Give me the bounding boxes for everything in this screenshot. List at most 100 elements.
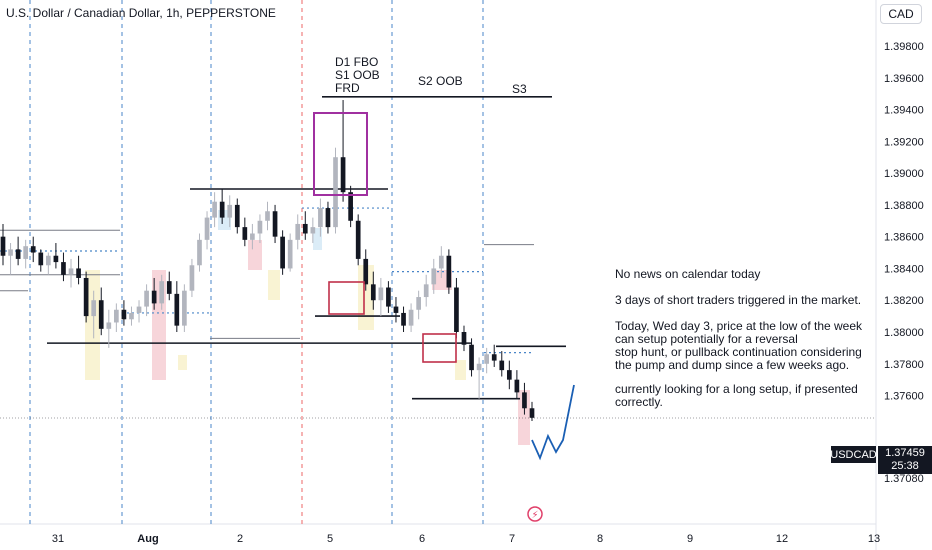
price-tick-label: 1.37080 [884,473,924,485]
candle-body [484,354,489,364]
candle-body [250,233,255,240]
last-price-tag: 1.37459 25:38 [878,446,932,474]
projection-path [531,384,575,461]
candle-body [302,223,308,234]
candle-body [46,255,51,266]
candle-body [15,249,21,259]
session-highlight [248,240,262,270]
price-tick-label: 1.39000 [884,168,924,180]
candle-body [522,392,527,409]
note-today: Today, Wed day 3, price at the low of th… [615,319,863,372]
candle-body [151,290,157,304]
candle-body [506,370,512,380]
lightning-icon: ⚡ [531,510,538,521]
price-tick-label: 1.37600 [884,391,924,403]
candle-body [129,312,134,320]
candle-body [280,236,285,269]
candle-body [325,208,331,228]
candle-body [0,236,6,256]
candle-body [514,379,520,393]
candle-body [30,246,36,253]
candle-body [8,249,13,256]
candle-body [454,287,459,332]
time-tick-label: 2 [237,533,243,545]
note-news: No news on calendar today [615,267,761,281]
candle-body [38,252,44,266]
candle-body [257,220,263,234]
symbol-tag: USDCAD [830,446,877,463]
session-highlight [518,390,530,445]
candle-body [491,354,497,361]
candle-body [68,268,74,275]
candle-body [197,239,202,266]
candle-body [61,262,66,275]
candle-body [227,204,233,218]
s1-box [328,281,365,315]
time-tick-label: 9 [687,533,693,545]
annotation-d1-fbo: D1 FBO S1 OOB FRD [335,55,380,95]
candle-body [529,408,535,418]
candle-body [53,255,59,263]
candle-body [363,258,369,285]
session-highlight [313,228,322,250]
note-short-traders: 3 days of short traders triggered in the… [615,293,862,307]
candle-body [83,277,89,317]
candle-body [287,239,293,269]
price-tick-label: 1.39800 [884,41,924,53]
candle-body [295,223,301,240]
price-tick-label: 1.39600 [884,73,924,85]
candle-body [318,208,323,228]
candle-body [182,290,187,326]
price-tick-label: 1.39400 [884,105,924,117]
time-tick-label: 5 [327,533,333,545]
candle-body [98,300,104,329]
candle-body [499,360,505,371]
fbo-box [313,112,368,196]
time-tick-label: 31 [52,533,64,545]
price-tick-label: 1.38000 [884,327,924,339]
price-tick-label: 1.39200 [884,136,924,148]
candle-body [76,268,81,278]
candle-body [333,157,338,228]
event-marker-icon [527,506,543,522]
candle-body [393,306,399,313]
time-tick-label: Aug [137,533,158,545]
candle-body [212,201,217,218]
time-tick-label: 6 [419,533,425,545]
candle-body [166,281,172,294]
time-tick-label: 12 [776,533,788,545]
candle-body [121,309,127,320]
annotation-s3: S3 [512,82,527,96]
session-highlight [268,270,280,300]
candle-body [476,363,482,371]
candle-body [386,287,391,307]
candle-body [242,227,248,240]
candle-body [408,309,414,326]
currency-button[interactable]: CAD [880,4,922,24]
candle-body [136,306,142,313]
candle-body [204,217,210,240]
last-price: 1.37459 [885,447,925,459]
price-tick-label: 1.37800 [884,359,924,371]
candle-body [159,281,165,304]
chart-title: U.S. Dollar / Canadian Dollar, 1h, PEPPE… [6,6,276,20]
candle-body [114,309,119,323]
candle-body [234,204,240,228]
session-highlight [455,360,466,380]
candle-body [446,255,452,288]
candle-body [272,211,278,237]
candle-body [340,157,346,193]
candle-body [189,265,195,291]
candle-body [91,300,97,317]
candle-body [265,211,270,221]
annotation-s2-oob: S2 OOB [418,74,463,88]
candle-body [461,332,467,345]
candle-body [174,293,180,326]
candle-body [416,297,421,310]
note-long-setup: currently looking for a long setup, if p… [615,382,858,409]
candle-body [370,284,376,301]
price-tick-label: 1.38600 [884,232,924,244]
candle-body [438,255,444,269]
session-highlight [85,270,100,380]
